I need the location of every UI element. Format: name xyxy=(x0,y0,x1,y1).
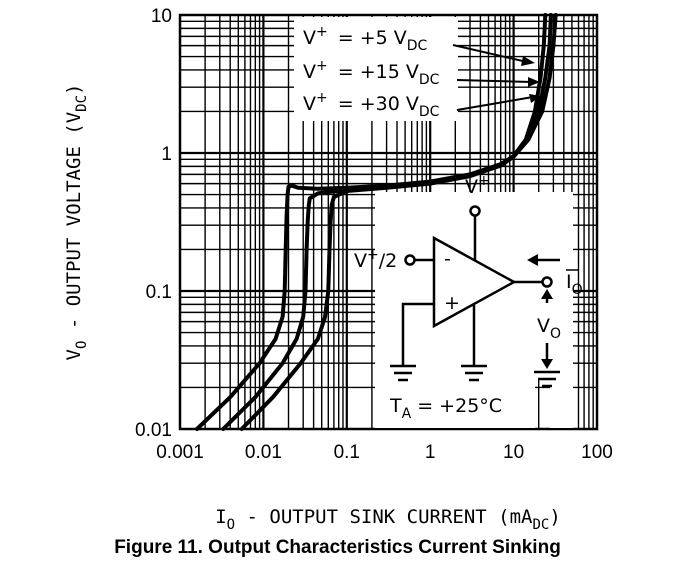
legend-entry-5v: V+ = +5 VDC xyxy=(303,24,428,54)
legend-arrowhead-15v xyxy=(528,77,540,87)
x-tick-label: 10 xyxy=(503,442,524,463)
y-tick-label: 1 xyxy=(161,144,172,165)
test-circuit-inset xyxy=(390,205,560,388)
legend-leader-5v xyxy=(452,44,528,63)
x-tick-label: 0.001 xyxy=(156,442,204,463)
x-axis-title: IO - OUTPUT SINK CURRENT (mADC) xyxy=(215,506,561,533)
vo-arrow-up-icon xyxy=(541,289,553,299)
legend-leader-15v xyxy=(456,79,533,83)
inset-vplus-label: V+ xyxy=(465,173,490,198)
x-tick-label: 0.01 xyxy=(245,442,282,463)
inset-minus-sign: - xyxy=(444,248,451,270)
legend-leader-30v xyxy=(456,96,534,111)
supply-terminal-icon xyxy=(469,205,481,217)
noninverting-input-wire xyxy=(401,302,434,366)
legend: V+ = +5 VDC V+ = +15 VDC V+ = +30 VDC xyxy=(303,24,541,120)
legend-arrowhead-30v xyxy=(529,94,541,103)
current-arrow-icon xyxy=(527,254,538,266)
legend-arrowhead-5v xyxy=(521,56,535,66)
inset-input-label: V+/2 xyxy=(354,247,397,272)
inset-vo-label: VO xyxy=(537,315,561,342)
y-axis-title: VO - OUTPUT VOLTAGE (VDC) xyxy=(63,84,90,361)
curve-5v xyxy=(195,13,548,431)
legend-entry-15v: V+ = +15 VDC xyxy=(303,58,440,88)
legend-background xyxy=(294,17,458,121)
inset-io-label: IO xyxy=(566,271,583,298)
plot-frame xyxy=(178,13,599,431)
inset-temperature-label: TA = +25°C xyxy=(389,395,502,422)
legend-entry-30v: V+ = +30 VDC xyxy=(303,90,440,120)
y-tick-label: 10 xyxy=(151,6,172,27)
curve-30v xyxy=(239,13,558,431)
vo-arrow-down-icon xyxy=(541,359,553,369)
figure-caption: Figure 11. Output Characteristics Curren… xyxy=(114,537,561,558)
y-tick-label: 0.01 xyxy=(135,420,172,441)
y-tick-label: 0.1 xyxy=(146,282,172,303)
x-tick-label: 0.1 xyxy=(334,442,360,463)
inset-arrowheads xyxy=(527,254,553,369)
inset-plus-sign: + xyxy=(444,292,460,314)
x-tick-label: 100 xyxy=(581,442,613,463)
output-terminal-icon xyxy=(541,276,553,288)
curves xyxy=(195,13,558,431)
input-terminal-icon xyxy=(404,254,416,266)
inset-labels: V+ V+/2 - + IO VO TA = +25°C xyxy=(354,173,583,422)
x-tick-label: 1 xyxy=(425,442,436,463)
